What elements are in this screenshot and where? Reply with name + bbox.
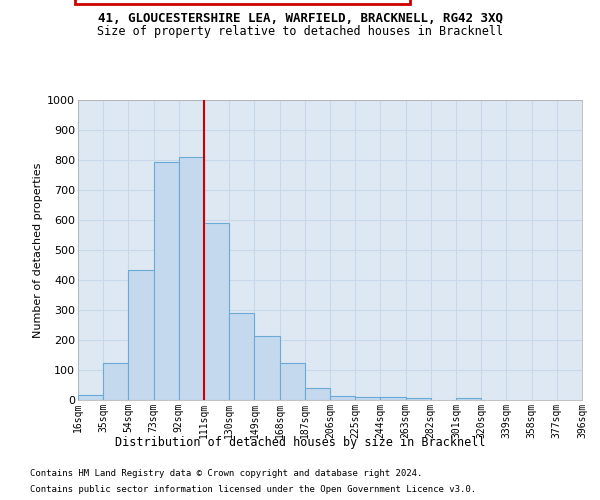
Text: 41, GLOUCESTERSHIRE LEA, WARFIELD, BRACKNELL, RG42 3XQ: 41, GLOUCESTERSHIRE LEA, WARFIELD, BRACK…	[97, 12, 503, 26]
Bar	[380, 397, 406, 400]
Bar	[456, 398, 481, 400]
Bar	[128, 270, 154, 400]
Bar	[406, 398, 431, 400]
Text: Distribution of detached houses by size in Bracknell: Distribution of detached houses by size …	[115, 436, 485, 449]
Bar	[355, 397, 380, 400]
Y-axis label: Number of detached properties: Number of detached properties	[33, 162, 43, 338]
Bar	[305, 388, 330, 400]
Bar	[103, 363, 128, 400]
Text: Contains HM Land Registry data © Crown copyright and database right 2024.: Contains HM Land Registry data © Crown c…	[30, 470, 422, 478]
Text: Size of property relative to detached houses in Bracknell: Size of property relative to detached ho…	[97, 25, 503, 38]
Bar	[229, 313, 254, 400]
Bar	[280, 362, 305, 400]
Bar	[179, 157, 204, 400]
Bar	[204, 223, 229, 400]
Bar	[154, 162, 179, 400]
Bar	[78, 394, 103, 400]
Text: Contains public sector information licensed under the Open Government Licence v3: Contains public sector information licen…	[30, 486, 476, 494]
Bar	[330, 396, 355, 400]
Bar	[254, 336, 280, 400]
